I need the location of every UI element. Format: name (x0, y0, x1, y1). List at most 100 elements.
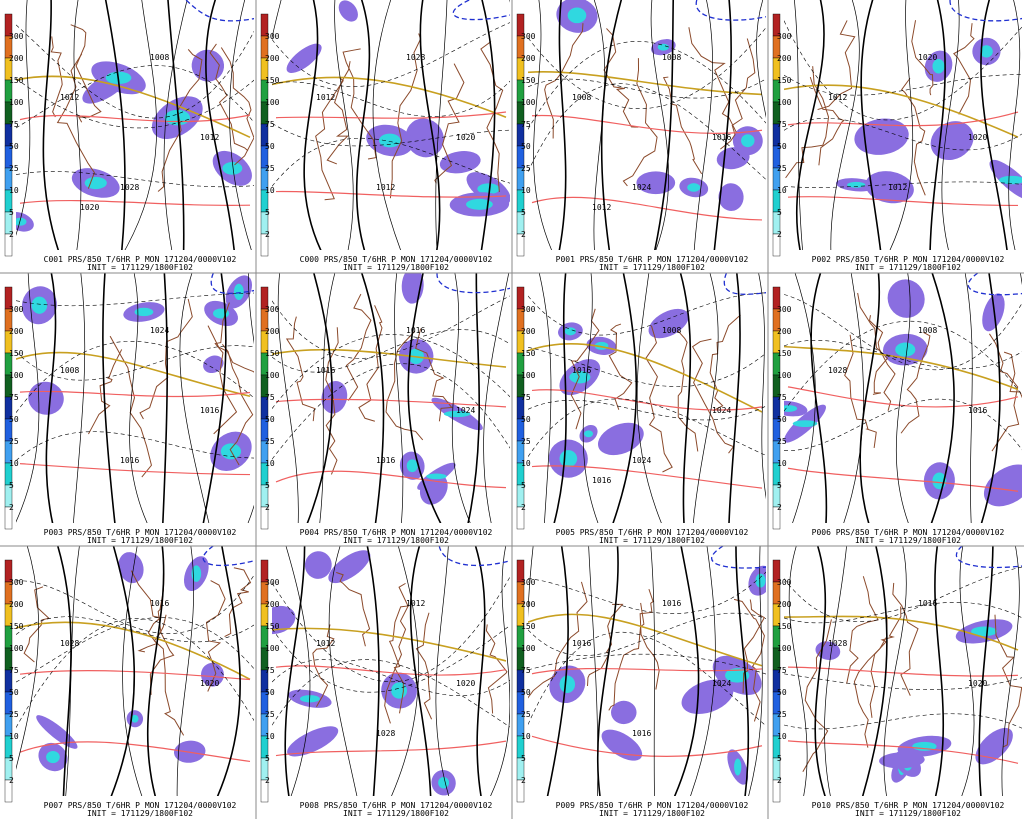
colorbar-label: 75 (777, 393, 787, 402)
isobar (533, 0, 553, 250)
temp-line (16, 431, 254, 461)
isobar (593, 0, 606, 250)
precip-area (887, 279, 925, 318)
isobar (110, 546, 136, 796)
colorbar-label: 150 (521, 76, 536, 85)
isobar (538, 273, 552, 523)
colorbar-label: 75 (265, 393, 275, 402)
colorbar-label: 2 (9, 230, 14, 239)
coastline (989, 333, 1020, 452)
freezing-line (784, 84, 1019, 138)
precip-heavy (477, 183, 500, 195)
colorbar-label: 300 (777, 32, 792, 41)
map-area: 1012 1012 1020 1028 (272, 546, 510, 796)
colorbar-label: 300 (521, 578, 536, 587)
coastline (358, 305, 383, 422)
precip-heavy (657, 43, 670, 51)
precip-heavy (567, 7, 587, 24)
isobar (167, 0, 185, 250)
precip-area (28, 381, 64, 415)
precip-heavy (895, 342, 916, 357)
temp-line (272, 295, 510, 359)
colorbar-label: 50 (777, 688, 787, 697)
cold-line (438, 546, 510, 567)
contour-label: 1016 (918, 599, 937, 608)
temp-line (784, 340, 1022, 370)
coastline (109, 335, 152, 478)
colorbar-label: 25 (265, 710, 275, 719)
panel-caption: P010 PRS/850 T/6HR P MON 171204/0000V102 (812, 801, 1005, 810)
coastline (802, 619, 832, 773)
coastline (23, 586, 50, 663)
temp-line (16, 171, 254, 188)
precip-area (983, 464, 1022, 507)
contour-label: 1020 (968, 679, 987, 688)
temp-line (272, 363, 510, 460)
colorbar-label: 25 (265, 164, 275, 173)
temp-line (528, 632, 766, 727)
colorbar-segment (4, 233, 13, 257)
temp-line (272, 576, 510, 683)
temp-line (784, 20, 1022, 121)
coastline (56, 53, 95, 189)
colorbar-label: 25 (9, 437, 19, 446)
coastline (853, 615, 888, 748)
map-panel: 1008 1024 1016 1016 300 200 150 100 75 50 25 10 5 2 P0… (4, 273, 254, 545)
isobar (360, 273, 385, 523)
contour-label: 1016 (406, 326, 425, 335)
thickness-line (275, 665, 507, 676)
coastline (389, 33, 422, 199)
precip-area (272, 605, 296, 635)
isobar (73, 273, 86, 523)
contour-label: 1016 (968, 406, 987, 415)
panel-init: INIT = 171129/1800F102 (87, 809, 193, 818)
panel-caption: P004 PRS/850 T/6HR P MON 171204/0000V102 (300, 528, 493, 537)
map-panel: 1012 1028 1020 1012 300 200 150 100 75 50 25 10 5 2 C0… (260, 0, 510, 272)
precip-heavy (379, 133, 401, 148)
coastline (342, 48, 377, 160)
colorbar-label: 100 (265, 371, 280, 380)
precip-area (203, 355, 224, 374)
contour-label: 1012 (406, 599, 425, 608)
contour-label: 1020 (80, 203, 99, 212)
colorbar-segment (516, 506, 525, 530)
isobar (435, 0, 448, 250)
isobar (1008, 0, 1021, 250)
isobar (45, 273, 57, 523)
precip-heavy (980, 45, 993, 58)
freezing-line (528, 343, 763, 413)
precip-area (286, 43, 322, 73)
isobar (334, 0, 354, 250)
isobar (124, 0, 157, 250)
colorbar-segment (516, 233, 525, 257)
colorbar-label: 25 (265, 437, 275, 446)
contour-label: 1020 (456, 679, 475, 688)
isobar (860, 0, 882, 250)
colorbar-label: 25 (777, 437, 787, 446)
precip-area (287, 726, 339, 757)
freezing-line (528, 71, 763, 96)
thickness-line (275, 190, 507, 198)
colorbar-label: 200 (777, 327, 792, 336)
thickness-line (531, 114, 763, 134)
colorbar-label: 200 (777, 600, 792, 609)
map-area: 1012 1020 1020 1012 (784, 0, 1022, 250)
contour-label: 1020 (968, 133, 987, 142)
coastline (209, 43, 249, 152)
contour-label: 1024 (712, 679, 731, 688)
coastline (325, 327, 339, 475)
isobar (650, 546, 655, 796)
precip-heavy (426, 473, 447, 480)
coastline (335, 572, 371, 647)
panel-caption: P008 PRS/850 T/6HR P MON 171204/0000V102 (300, 801, 493, 810)
colorbar-label: 100 (265, 98, 280, 107)
coastline (688, 27, 738, 134)
temp-line (528, 292, 766, 336)
coastline (415, 612, 433, 720)
precip-area (611, 700, 637, 725)
colorbar-label: 100 (9, 644, 24, 653)
colorbar-label: 5 (9, 754, 14, 763)
colorbar-segment (4, 779, 13, 803)
precip-heavy (134, 307, 154, 317)
